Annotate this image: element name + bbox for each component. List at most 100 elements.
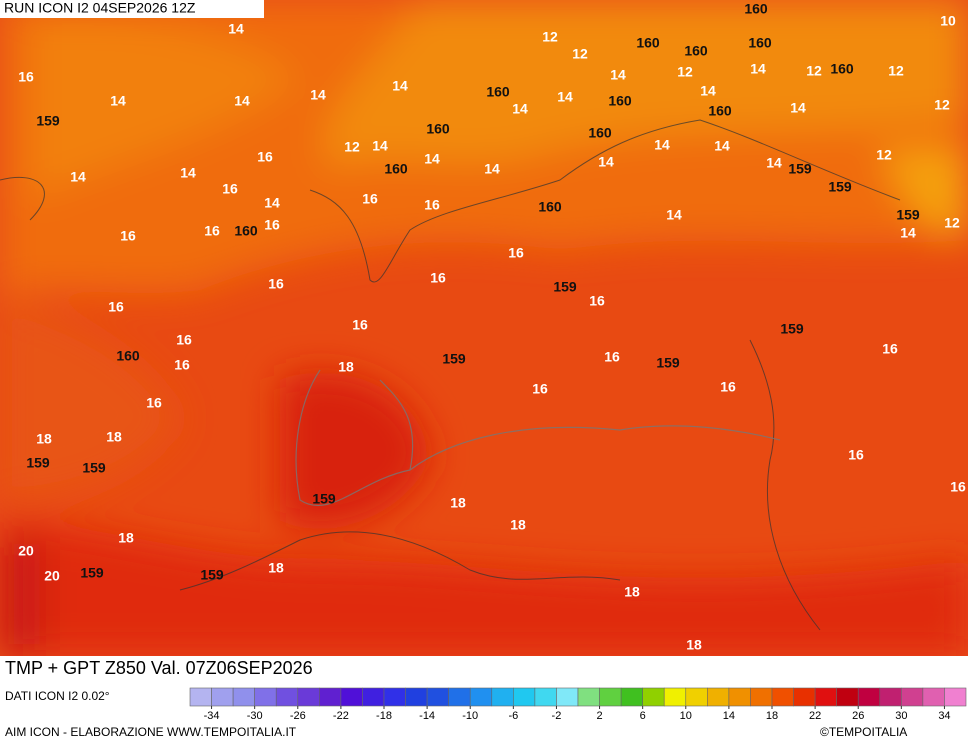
height-label: 160 [486,84,510,100]
colorbar-cell [448,687,471,707]
height-label: 159 [780,321,804,337]
temperature-label: 18 [36,431,52,447]
temperature-label: 12 [876,147,892,163]
temperature-label: 20 [44,568,60,584]
temperature-label: 16 [589,293,605,309]
temperature-label: 14 [180,165,196,181]
colorbar-cell [297,687,320,707]
height-label: 160 [384,161,408,177]
colorbar-cell [491,687,514,707]
height-label: 159 [656,355,680,371]
colorbar-cell [642,687,665,707]
colorbar-cell [405,687,428,707]
colorbar-cell [383,687,406,707]
temperature-label: 16 [268,276,284,292]
colorbar-cell [685,687,708,707]
colorbar-cell [556,687,579,707]
colorbar-tick-label: -6 [508,710,518,722]
temperature-label: 16 [362,191,378,207]
colorbar-cell [340,687,363,707]
height-label: 159 [26,455,50,471]
temperature-label: 16 [424,197,440,213]
height-label: 160 [116,348,140,364]
temperature-label: 16 [257,149,273,165]
height-label: 159 [82,460,106,476]
colorbar-cell [232,687,255,707]
header-box [0,0,264,18]
colorbar-tick-label: -30 [247,710,263,722]
height-label: 160 [588,125,612,141]
temperature-label: 14 [610,67,626,83]
temperature-label: 18 [118,530,134,546]
temperature-label: 18 [106,429,122,445]
temperature-label: 18 [686,637,702,653]
colorbar-cell [275,687,299,707]
colorbar-tick-label: -22 [333,710,349,722]
height-label: 159 [312,491,336,507]
temperature-label: 16 [120,228,136,244]
temperature-label: 14 [228,21,244,37]
temperature-label: 14 [372,138,388,154]
temperature-label: 18 [268,560,284,576]
colorbar-cell [663,687,687,707]
temperature-label: 12 [944,215,960,231]
temperature-label: 12 [542,29,558,45]
temperature-label: 12 [806,63,822,79]
temperature-label: 16 [204,223,220,239]
temperature-label: 16 [882,341,898,357]
colorbar-tick-label: 22 [809,710,821,722]
height-label: 159 [788,161,812,177]
temperature-label: 16 [264,217,280,233]
temperature-label: 16 [146,395,162,411]
run-label: RUN ICON I2 04SEP2026 12Z [4,0,196,16]
source-label: DATI ICON I2 0.02° [5,689,110,703]
temperature-label: 14 [234,93,250,109]
temperature-label: 14 [750,61,766,77]
colorbar-cell [599,687,622,707]
colorbar-tick-label: -34 [204,710,220,722]
height-label: 159 [80,565,104,581]
colorbar-cell [836,687,859,707]
temperature-label: 12 [572,46,588,62]
colorbar-tick-label: 30 [895,710,907,722]
temperature-label: 14 [484,161,500,177]
height-label: 160 [636,35,660,51]
colorbar-cell [922,687,945,707]
temperature-label: 12 [934,97,950,113]
colorbar-cell [319,687,342,707]
contour-labels: 14 16 14 159 14 14 14 12 12 160 160 160 160 160 10 12 12… [18,1,966,653]
height-label: 160 [684,43,708,59]
temperature-label: 14 [790,100,806,116]
temperature-label: 16 [532,381,548,397]
colorbar-tick-label: 14 [723,710,735,722]
temperature-label: 14 [512,101,528,117]
temperature-label: 12 [677,64,693,80]
height-label: 160 [708,103,732,119]
colorbar-cell [793,687,816,707]
height-label: 160 [744,1,768,17]
colorbar-cell [750,687,773,707]
temperature-label: 18 [510,517,526,533]
colorbar-cell [728,687,751,707]
colorbar-tick-label: -26 [290,710,306,722]
temperature-label: 12 [344,139,360,155]
colorbar-tick-label: 34 [938,710,950,722]
colorbar-tick-label: 26 [852,710,864,722]
colorbar-cell [211,687,234,707]
colorbar-cell [577,687,600,707]
colorbar-cell [771,687,794,707]
colorbar-cell [901,687,924,707]
temperature-label: 14 [310,87,326,103]
height-label: 160 [608,93,632,109]
temperature-label: 18 [450,495,466,511]
colorbar-tick-label: -14 [419,710,435,722]
colorbar-cell [426,687,449,707]
colorbar-tick-label: 6 [640,710,646,722]
colorbar: -34 -30 -26 -22 -18 -14 -10 -6 -2 2 6 10 14 18 22 26 30 3… [189,687,967,722]
copyright-label: ©TEMPOITALIA [820,725,907,739]
credit-label: AIM ICON - ELABORAZIONE WWW.TEMPOITALIA.… [5,725,297,739]
height-label: 160 [234,223,258,239]
colorbar-cell [362,687,385,707]
temperature-label: 14 [654,137,670,153]
colorbar-cell [879,687,902,707]
